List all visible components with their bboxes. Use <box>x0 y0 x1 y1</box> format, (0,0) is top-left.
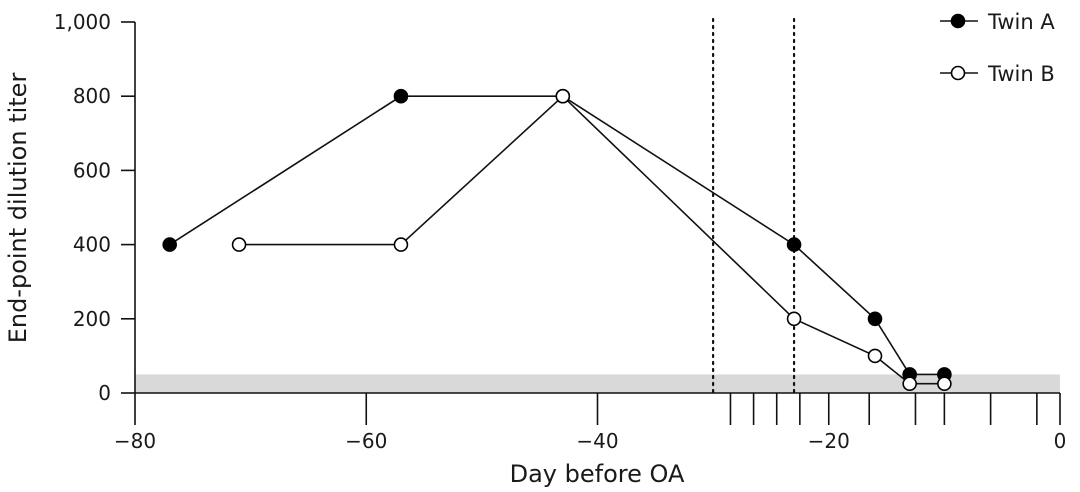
y-tick-label: 400 <box>73 233 111 257</box>
data-point-twin-a <box>393 88 409 104</box>
data-point-twin-a <box>786 237 802 252</box>
shaded-band <box>135 374 1060 393</box>
legend-item-twin-b: Twin B <box>940 62 1055 86</box>
rug-layer <box>729 393 1038 425</box>
data-point-twin-b <box>937 376 952 392</box>
data-point-twin-a <box>162 237 177 252</box>
shaded-band-layer <box>135 374 1060 393</box>
y-tick-label: 600 <box>73 158 111 182</box>
data-point-twin-b <box>555 88 571 104</box>
legend-label: Twin B <box>987 62 1055 86</box>
legend-marker <box>950 13 966 29</box>
x-tick-label: −20 <box>808 429 850 453</box>
data-point-twin-b <box>393 237 409 252</box>
axis-layer: 0 200 400 600 800 1,000 −80 −60 −40 −20 0 <box>54 10 1067 453</box>
legend-marker <box>950 65 966 81</box>
series-line-twin-a <box>169 95 945 376</box>
y-tick-label: 800 <box>73 84 111 108</box>
x-tick-label: −80 <box>114 429 156 453</box>
y-tick-label: 0 <box>98 381 111 405</box>
y-tick-label: 1,000 <box>54 10 111 34</box>
series-line-twin-b <box>239 95 945 385</box>
reference-line-layer <box>712 17 796 395</box>
x-tick-label: −40 <box>576 429 618 453</box>
data-point-twin-b <box>867 348 883 364</box>
data-point-twin-a <box>867 311 883 327</box>
x-axis-title: Day before OA <box>510 460 685 488</box>
legend-item-twin-a: Twin A <box>940 10 1055 34</box>
y-tick-label: 200 <box>73 307 111 331</box>
series-layer <box>162 88 952 392</box>
legend: Twin A Twin B <box>940 10 1055 86</box>
data-point-twin-b <box>231 237 247 252</box>
x-tick-label: 0 <box>1054 429 1067 453</box>
legend-label: Twin A <box>987 10 1055 34</box>
y-axis-title: End-point dilution titer <box>4 73 32 344</box>
data-point-twin-b <box>902 376 917 392</box>
x-tick-label: −60 <box>345 429 387 453</box>
data-point-twin-b <box>786 311 802 327</box>
